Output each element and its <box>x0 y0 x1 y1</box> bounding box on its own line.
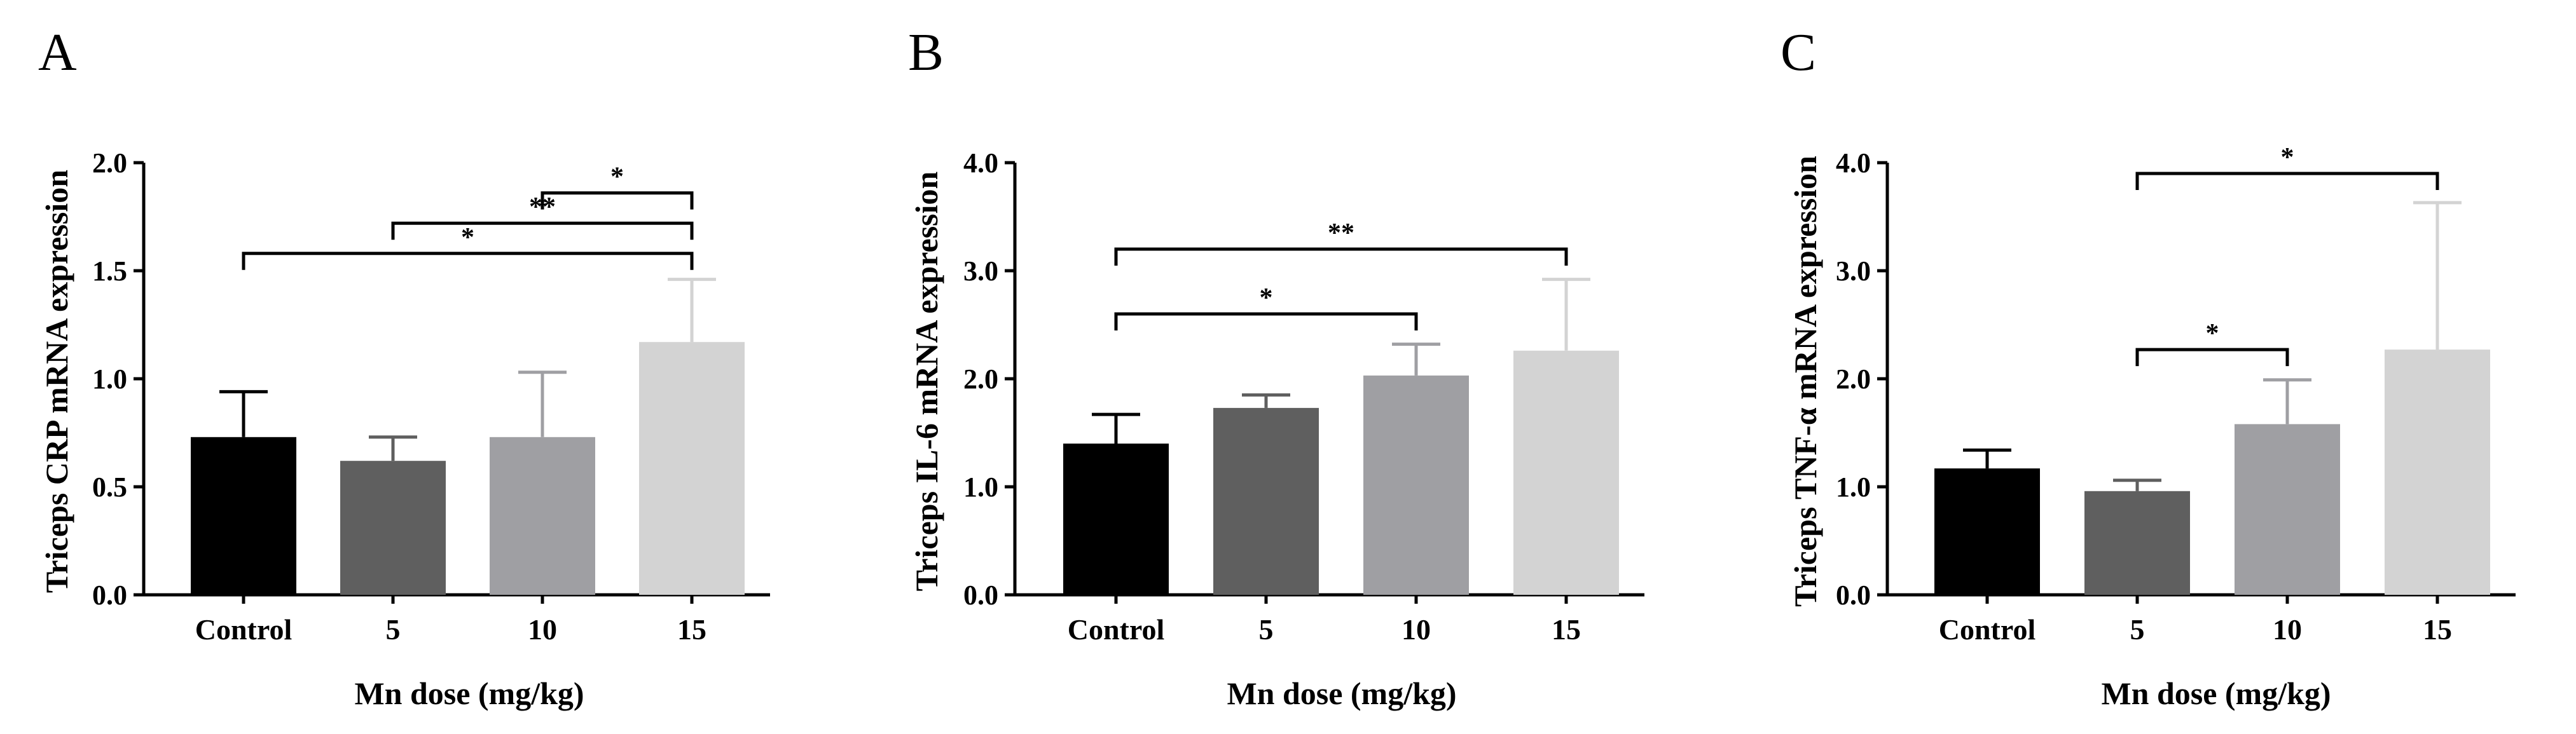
panel-letter-c: C <box>1780 23 1816 82</box>
bar <box>2084 491 2190 595</box>
significance-label: * <box>2206 319 2219 348</box>
x-tick-label: 5 <box>386 613 401 646</box>
panel-letter-a: A <box>38 23 77 82</box>
significance-bracket <box>2135 348 2289 367</box>
significance-label: * <box>2281 143 2294 172</box>
bar <box>639 342 745 595</box>
significance-label: * <box>1260 283 1273 313</box>
y-tick-label: 3.0 <box>963 255 998 287</box>
y-tick-label: 2.0 <box>1836 364 1871 395</box>
y-tick-label: 0.0 <box>92 580 127 611</box>
bar <box>340 461 446 595</box>
x-axis-title-b: Mn dose (mg/kg) <box>1227 676 1456 711</box>
x-tick-label: 10 <box>528 613 557 646</box>
x-tick-label: 10 <box>2273 613 2302 646</box>
x-tick-label: 15 <box>1552 613 1581 646</box>
y-tick-label: 0.0 <box>1836 580 1871 611</box>
plot-c: 0.0 1.0 2.0 3.0 4.0 Control 5 10 15 * * <box>1836 143 2516 646</box>
y-tick-label: 0.0 <box>963 580 998 611</box>
significance-bracket <box>2135 172 2439 190</box>
x-tick-label: Control <box>1939 613 2036 646</box>
x-axis-title-a: Mn dose (mg/kg) <box>354 676 584 711</box>
bar <box>2235 424 2340 595</box>
x-tick-label: 5 <box>1259 613 1274 646</box>
significance-label: * <box>610 163 624 192</box>
bar <box>1934 468 2040 595</box>
bar <box>2385 350 2490 595</box>
significance-bracket <box>1114 247 1568 266</box>
x-tick-label: 5 <box>2130 613 2145 646</box>
significance-bracket <box>1114 312 1418 330</box>
x-tick-label: Control <box>195 613 293 646</box>
y-tick-label: 2.0 <box>92 147 127 179</box>
x-tick-label: Control <box>1068 613 1165 646</box>
bar <box>1363 375 1469 595</box>
y-tick-label: 1.0 <box>963 472 998 503</box>
y-axis-title-b: Triceps IL-6 mRNA expression <box>909 171 944 591</box>
x-tick-label: 15 <box>2423 613 2452 646</box>
x-axis-title-c: Mn dose (mg/kg) <box>2101 676 2331 711</box>
significance-label: ** <box>1328 219 1354 248</box>
bar <box>1063 444 1169 595</box>
y-tick-label: 3.0 <box>1836 255 1871 287</box>
y-tick-label: 4.0 <box>963 147 998 179</box>
significance-bracket <box>391 221 694 240</box>
y-tick-label: 1.0 <box>92 364 127 395</box>
y-tick-label: 4.0 <box>1836 147 1871 179</box>
bar <box>1213 407 1319 595</box>
significance-label: * <box>461 223 474 252</box>
x-tick-label: 10 <box>1402 613 1431 646</box>
x-tick-label: 15 <box>677 613 706 646</box>
significance-bracket <box>242 252 694 270</box>
y-axis-title-c: Triceps TNF-α mRNA expression <box>1787 156 1823 607</box>
bar <box>490 437 595 595</box>
panel-c: C 0.0 1.0 2.0 3.0 4.0 Control 5 10 15 * * Triceps … <box>1780 23 2516 711</box>
bar <box>191 437 296 595</box>
y-tick-label: 0.5 <box>92 472 127 503</box>
panel-letter-b: B <box>908 23 944 82</box>
y-tick-label: 2.0 <box>963 364 998 395</box>
y-tick-label: 1.5 <box>92 255 127 287</box>
y-tick-label: 1.0 <box>1836 472 1871 503</box>
significance-bracket <box>541 191 694 210</box>
bar <box>1513 350 1619 595</box>
y-axis-title-a: Triceps CRP mRNA expression <box>39 170 74 593</box>
